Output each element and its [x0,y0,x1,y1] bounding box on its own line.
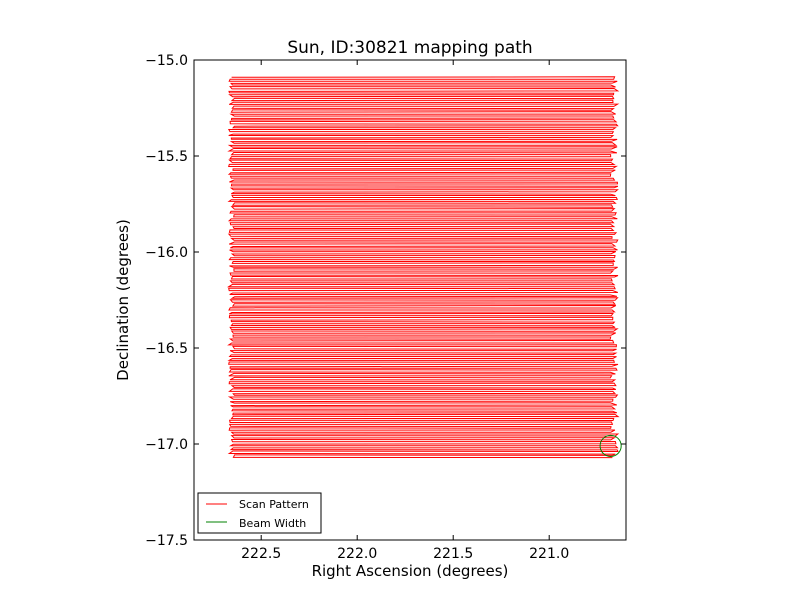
legend-box [197,492,322,534]
y-tick-label: −16.0 [145,245,188,261]
x-axis-label: Right Ascension (degrees) [312,562,509,580]
y-tick-label: −15.5 [145,149,188,165]
x-tick-label: 222.0 [337,546,377,562]
y-tick-label: −17.0 [145,437,188,453]
legend-label-scan-pattern: Scan Pattern [239,498,309,511]
y-axis-label: Declination (degrees) [114,219,132,381]
chart-title: Sun, ID:30821 mapping path [287,38,532,58]
x-tick-label: 221.5 [433,546,473,562]
y-tick-label: −15.0 [145,53,188,69]
y-tick-label: −17.5 [145,533,188,549]
series-layer [226,76,622,459]
beam-width-circle [599,434,622,457]
legend: Scan Pattern Beam Width [197,492,322,534]
legend-label-beam-width: Beam Width [239,517,306,530]
plot-area [193,59,627,541]
x-tick-label: 222.5 [241,546,281,562]
y-tick-label: −16.5 [145,341,188,357]
y-axis: −15.0 −15.5 −16.0 −16.5 −17.0 −17.5 [145,53,626,549]
x-axis: 222.5 222.0 221.5 221.0 [241,60,569,562]
plot-frame [193,59,627,541]
x-tick-label: 221.0 [529,546,569,562]
scan-pattern-path [226,76,620,459]
